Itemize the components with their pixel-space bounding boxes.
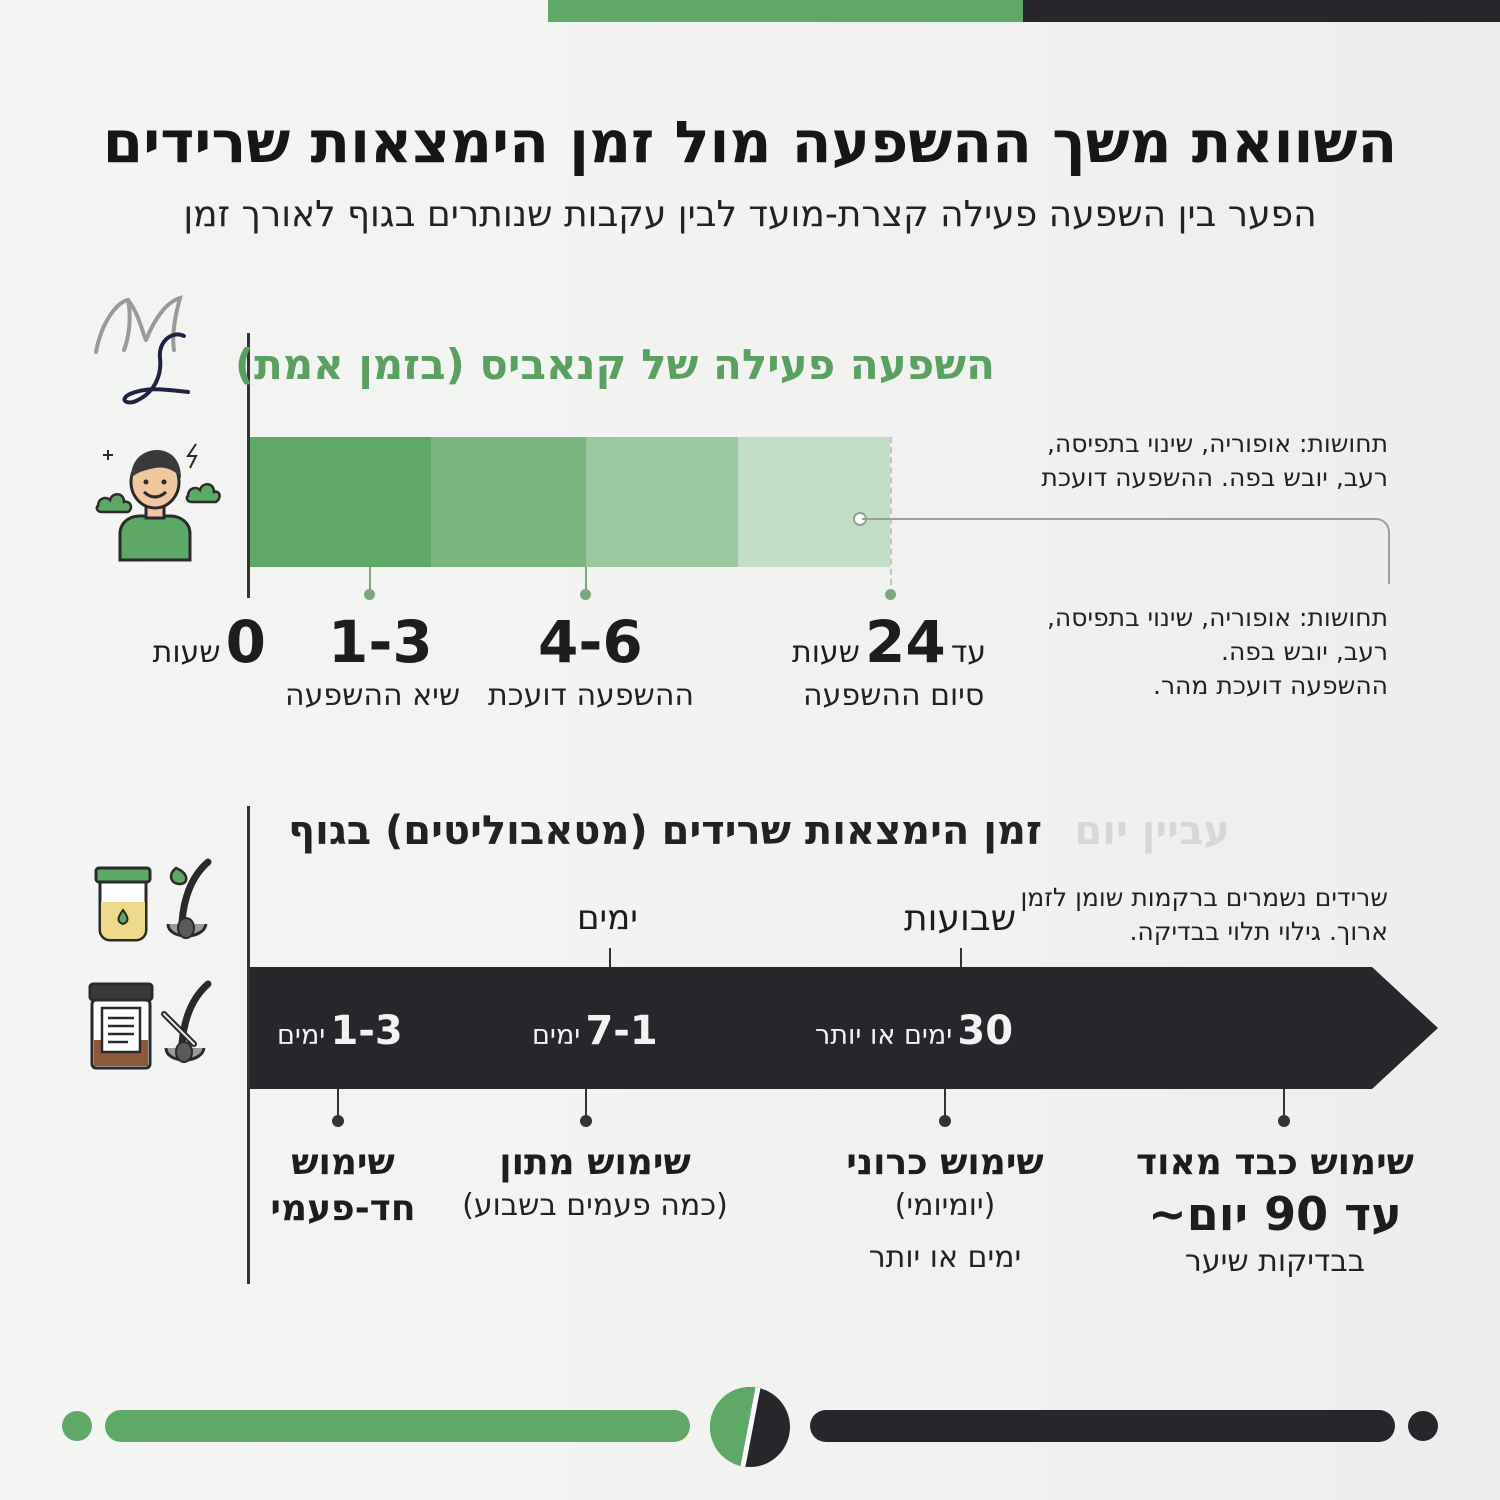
scale-tick-weeks xyxy=(960,948,962,968)
sensations-top-line-1: תחושות: אופוריה, שינוי בתפיסה, xyxy=(1046,429,1388,458)
usage-one-time-line-2: חד-פעמי xyxy=(270,1188,416,1229)
sensations-bottom-line-2: רעב, יובש בפה. xyxy=(1221,637,1388,666)
usage-chronic: שימוש כרוני (יומיומי) ימים או יותר xyxy=(800,1140,1090,1278)
arrow-unit-30: ימים או יותר xyxy=(815,1020,953,1051)
footer-dot-dark xyxy=(1408,1411,1438,1441)
arrow-value-1-3: 1-3 xyxy=(330,1008,403,1054)
arrow-unit-7-1: ימים xyxy=(532,1020,581,1051)
residue-note-line-1: שרידים נשמרים ברקמות שומן לזמן xyxy=(1020,883,1388,912)
time-caption-1-3: שיא ההשפעה xyxy=(285,678,461,713)
usage-moderate: שימוש מתון (כמה פעמים בשבוע) xyxy=(440,1140,750,1226)
time-value-4-6: 4-6 xyxy=(538,608,643,676)
tick-dot-1-3 xyxy=(364,589,375,600)
hair-follicle-icon xyxy=(161,980,212,1063)
arrow-label-30: 30 ימים או יותר xyxy=(815,1008,1013,1054)
scale-label-weeks: שבועות xyxy=(904,898,1017,939)
sensations-top: תחושות: אופוריה, שינוי בתפיסה, רעב, יובש… xyxy=(1028,427,1388,495)
sensations-connector xyxy=(862,518,1390,584)
usage-dot-4 xyxy=(1278,1115,1290,1127)
effect-end-dashed-line xyxy=(890,437,892,595)
usage-moderate-head: שימוש מתון xyxy=(499,1142,691,1183)
section2-title: זמן הימצאות שרידים (מטאבוליטים) בגוף xyxy=(288,808,1042,854)
residue-note-line-2: ארוך. גילוי תלוי בבדיקה. xyxy=(1129,917,1388,946)
footer-bar-green xyxy=(105,1410,690,1442)
usage-tick-3 xyxy=(944,1089,946,1119)
arrow-label-7-1: 7-1 ימים xyxy=(532,1008,658,1054)
footer-bar-dark xyxy=(810,1410,1395,1442)
arrow-value-30: 30 xyxy=(957,1008,1014,1054)
usage-chronic-head: שימוש כרוני xyxy=(846,1142,1044,1183)
detection-time-arrow xyxy=(250,967,1438,1089)
scale-label-days: ימים xyxy=(577,898,638,938)
usage-dot-1 xyxy=(332,1115,344,1127)
time-prefix-24: עד xyxy=(950,635,986,670)
bar-segment-2 xyxy=(586,437,738,567)
sensations-bottom-line-3: ההשפעה דועכת מהר. xyxy=(1153,671,1388,700)
monogram-logo-icon xyxy=(94,295,190,405)
bar-segment-3 xyxy=(738,437,890,567)
usage-dot-2 xyxy=(580,1115,592,1127)
time-value-24: 24 xyxy=(865,608,946,676)
section2-ghost-title: עביין יום xyxy=(1074,808,1230,854)
residue-note: שרידים נשמרים ברקמות שומן לזמן ארוך. גיל… xyxy=(1008,881,1388,949)
lab-sample-icon xyxy=(88,982,154,1070)
footer-pill-icon xyxy=(710,1387,790,1467)
tick-dot-24 xyxy=(885,589,896,600)
bar-segment-peak xyxy=(250,437,431,567)
usage-moderate-sub: (כמה פעמים בשבוע) xyxy=(462,1188,728,1223)
usage-heavy-head: שימוש כבד מאוד xyxy=(1136,1142,1414,1183)
time-caption-4-6: ההשפעה דועכת xyxy=(488,678,695,713)
usage-tick-4 xyxy=(1283,1089,1285,1119)
page-title: השוואת משך ההשפעה מול זמן הימצאות שרידים xyxy=(102,108,1398,176)
footer-dot-green xyxy=(62,1411,92,1441)
usage-dot-3 xyxy=(939,1115,951,1127)
time-value-0: 0 xyxy=(225,608,266,676)
arrow-value-7-1: 7-1 xyxy=(585,1008,658,1054)
sensations-bottom-line-1: תחושות: אופוריה, שינוי בתפיסה, xyxy=(1046,603,1388,632)
time-label-0: 0 שעות xyxy=(153,608,266,676)
page-subtitle: הפער בין השפעה פעילה קצרת-מועד לבין עקבו… xyxy=(183,194,1317,235)
usage-heavy: שימוש כבד מאוד עד 90 יום~ בבדיקות שיער xyxy=(1125,1140,1425,1282)
section1-axis-line xyxy=(247,333,250,598)
arrow-unit-1-3: ימים xyxy=(277,1020,326,1051)
tick-4-6 xyxy=(585,567,587,593)
arrow-label-1-3: 1-3 ימים xyxy=(277,1008,403,1054)
sensations-top-line-2: רעב, יובש בפה. ההשפעה דועכת xyxy=(1041,463,1388,492)
sensations-bottom: תחושות: אופוריה, שינוי בתפיסה, רעב, יובש… xyxy=(1028,601,1388,703)
top-bar-green xyxy=(548,0,1023,22)
time-unit-0: שעות xyxy=(152,635,221,670)
usage-tick-1 xyxy=(337,1089,339,1119)
usage-chronic-sub-1: (יומיומי) xyxy=(894,1188,996,1223)
effect-duration-bar xyxy=(250,437,890,567)
top-bar-dark xyxy=(1023,0,1500,22)
time-value-1-3: 1-3 xyxy=(328,608,433,676)
time-label-24: עד 24 שעות xyxy=(792,608,986,676)
usage-one-time: שימוש חד-פעמי xyxy=(248,1140,438,1232)
bar-segment-1 xyxy=(431,437,586,567)
urine-test-icon xyxy=(94,866,152,942)
scale-tick-days xyxy=(609,948,611,968)
time-unit-24: שעות xyxy=(792,635,860,670)
section2-axis-line xyxy=(247,806,250,1284)
usage-heavy-sub: בבדיקות שיער xyxy=(1184,1244,1366,1279)
section1-title: השפעה פעילה של קנאביס (בזמן אמת) xyxy=(234,340,995,389)
hair-test-icon xyxy=(166,858,212,939)
usage-heavy-duration: עד 90 יום~ xyxy=(1148,1187,1402,1241)
usage-one-time-line-1: שימוש xyxy=(291,1142,395,1183)
usage-chronic-sub-2: ימים או יותר xyxy=(868,1240,1022,1275)
tick-dot-4-6 xyxy=(580,589,591,600)
time-caption-24: סיום ההשפעה xyxy=(803,678,985,713)
usage-tick-2 xyxy=(585,1089,587,1119)
person-effect-icon xyxy=(95,443,221,562)
tick-1-3 xyxy=(369,567,371,593)
